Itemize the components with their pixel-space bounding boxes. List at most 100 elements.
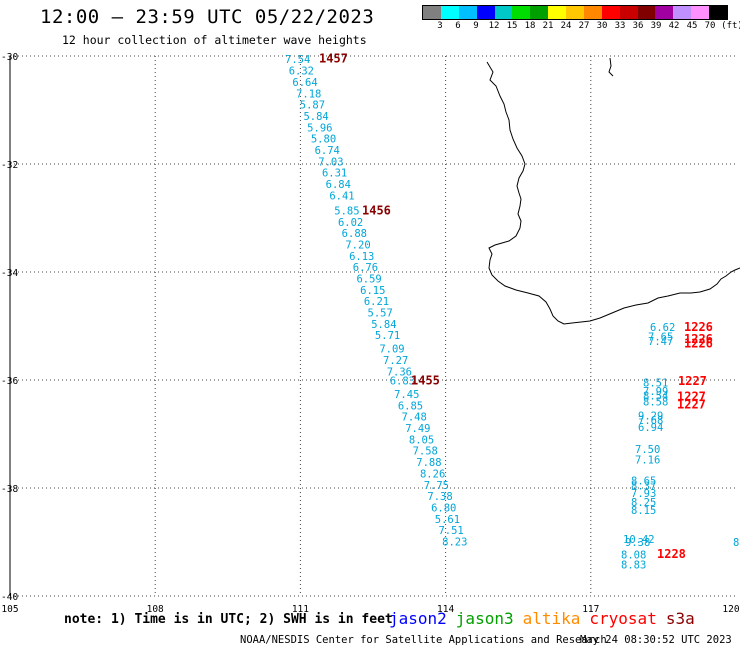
pass-time-label: 1227	[677, 397, 706, 411]
coastline-island-path	[608, 57, 614, 77]
color-scale-label: 9	[473, 21, 479, 31]
color-scale-label: 39	[650, 21, 662, 31]
color-scale-label: 6	[455, 21, 461, 31]
coastline-path	[486, 61, 740, 325]
wave-height-value: 8.51	[643, 378, 668, 390]
wave-height-value: 8.37	[631, 480, 656, 492]
wave-height-value: 6.62	[650, 322, 675, 334]
satellite-legend-cryosat: cryosat	[589, 609, 657, 628]
wave-height-value: 6.02	[338, 217, 363, 229]
satellite-legend-s3a: s3a	[665, 609, 695, 628]
color-swatch	[476, 6, 495, 19]
color-scale-label: (ft)	[721, 21, 740, 31]
wave-height-value: 7.88	[416, 457, 441, 469]
color-swatch	[423, 6, 441, 19]
color-scale-label: 33	[614, 21, 626, 31]
pass-time-label: 1226	[684, 336, 713, 350]
color-swatch	[548, 6, 566, 19]
wave-height-value: 5.84	[371, 319, 396, 331]
wave-height-value: 6.32	[289, 66, 314, 78]
color-swatch	[494, 6, 513, 19]
wave-height-value: 8.65	[631, 475, 656, 487]
altimeter-tracks: 7.546.326.647.185.875.845.965.806.747.03…	[285, 52, 713, 572]
wave-height-value: 7.20	[345, 239, 370, 251]
generated-timestamp: May 24 08:30:52 UTC 2023	[580, 634, 732, 646]
wave-height-value: 5.85	[334, 205, 359, 217]
color-swatch	[458, 6, 477, 19]
wave-height-value: 8.23	[442, 536, 467, 548]
pass-time-label: 1227	[678, 374, 707, 388]
color-swatch	[691, 6, 709, 19]
wave-height-value: 5.84	[303, 111, 328, 123]
wave-height-value: 9.29	[638, 411, 663, 423]
color-scale-label: 36	[632, 21, 644, 31]
color-swatch	[566, 6, 584, 19]
track-jason3: 7.546.326.647.185.875.845.965.806.747.03…	[285, 52, 467, 549]
wave-height-value: 10.42	[623, 534, 655, 546]
color-swatch	[619, 6, 638, 19]
satellite-legend-altika: altika	[522, 609, 581, 628]
wave-height-value: 5.80	[311, 134, 336, 146]
wave-height-value: 8.05	[409, 434, 434, 446]
color-swatch	[673, 6, 692, 19]
wave-height-value: 7.47	[648, 336, 673, 348]
wave-height-value: 6.88	[342, 228, 367, 240]
color-swatch	[637, 6, 656, 19]
x-tick-label: 114	[437, 604, 454, 615]
wave-height-value: 6.84	[326, 179, 351, 191]
wave-height-value: 9.38	[625, 537, 650, 549]
pass-time-label: 1457	[319, 52, 348, 66]
wave-height-value: 5.61	[435, 514, 460, 526]
page-title: 12:00 — 23:59 UTC 05/22/2023	[40, 6, 375, 28]
wave-height-value: 7.09	[379, 344, 404, 356]
wave-height-value: 7.75	[424, 480, 449, 492]
wave-height-value: 7.51	[438, 525, 463, 537]
wave-height-value: 6.83	[390, 376, 415, 388]
credit-text: NOAA/NESDIS Center for Satellite Applica…	[240, 634, 607, 646]
color-scale-label: 3	[437, 21, 443, 31]
map-grid	[10, 55, 736, 597]
wave-height-value: 7.36	[387, 366, 412, 378]
satellite-legend-jason3: jason3	[455, 609, 514, 628]
pass-time-label: 1227	[677, 390, 706, 404]
wave-height-value: 8.26	[420, 468, 445, 480]
wave-height-value: 8.15	[631, 505, 656, 517]
color-swatch	[655, 6, 674, 19]
wave-height-value: 7.68	[638, 415, 663, 427]
color-scale-label: 45	[686, 21, 698, 31]
pass-time-label: 1226	[684, 320, 713, 334]
track-cryosat: 6.627.657.47 8.517.998.548.58 9.297.686.94…	[621, 320, 713, 572]
pass-time-label: 1456	[362, 203, 391, 217]
y-tick-label: -34	[1, 268, 18, 279]
page-subtitle: 12 hour collection of altimeter wave hei…	[62, 33, 367, 47]
color-swatch	[530, 6, 549, 19]
x-tick-label: 111	[292, 604, 309, 615]
wave-height-value: 6.15	[360, 285, 385, 297]
color-scale-label: 70	[704, 21, 716, 31]
wave-height-value: 6.21	[364, 296, 389, 308]
wave-height-value: 8.58	[643, 397, 668, 409]
x-tick-label: 120	[722, 604, 739, 615]
y-tick-label: -32	[1, 160, 18, 171]
wave-height-value: 5.57	[368, 308, 393, 320]
color-swatch	[440, 6, 459, 19]
color-scale-label: 21	[542, 21, 554, 31]
x-tick-label: 117	[582, 604, 599, 615]
color-scale-label: 27	[578, 21, 590, 31]
color-swatch	[709, 6, 727, 19]
map-axis-labels: 105 108 111 114 117 120 -30 -32 -34 -36 -38 -40	[1, 52, 740, 615]
satellite-legend: jason2 jason3 altika cryosat s3a	[389, 609, 704, 628]
x-tick-label: 105	[1, 604, 18, 615]
wave-height-value: 8.25	[631, 497, 656, 509]
color-scale-label: 15	[506, 21, 518, 31]
wave-height-value: 8.54	[643, 391, 668, 403]
wave-height-value: 6.94	[638, 422, 663, 434]
color-swatch	[512, 6, 531, 19]
color-swatch	[583, 6, 602, 19]
wave-height-value: 7.93	[631, 488, 656, 500]
color-swatch	[601, 6, 620, 19]
wave-height-value: 6.76	[353, 262, 378, 274]
color-scale-label: 18	[524, 21, 536, 31]
